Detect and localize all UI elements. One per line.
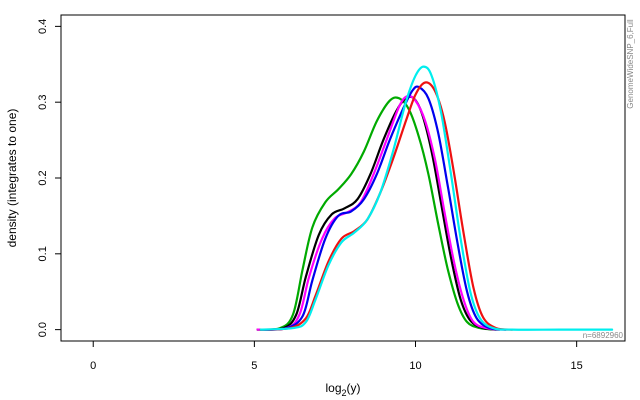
plot-frame	[60, 14, 626, 342]
density-curve-4	[259, 81, 514, 331]
x-tick-label-0: 0	[90, 360, 96, 372]
y-tick-label-4: 0.4	[37, 19, 49, 34]
y-tick-label-3: 0.3	[37, 95, 49, 110]
y-axis: 0.0 0.1 0.2 0.3 0.4	[37, 19, 61, 337]
x-tick-label-2: 10	[409, 360, 421, 372]
x-axis-label-subscript: 2	[342, 388, 347, 398]
x-axis-label-argument: (y)	[347, 381, 361, 395]
y-tick-label-2: 0.2	[37, 170, 49, 185]
y-axis-label: density (integrates to one)	[5, 109, 19, 248]
x-axis-label-base: log	[325, 381, 341, 395]
y-tick-label-1: 0.1	[37, 246, 49, 261]
x-tick-label-1: 5	[251, 360, 257, 372]
y-tick-label-0: 0.0	[37, 322, 49, 337]
x-tick-label-3: 15	[571, 360, 583, 372]
x-axis: 0 5 10 15	[90, 341, 583, 372]
density-curve-2	[256, 94, 501, 331]
density-curve-0	[256, 96, 498, 331]
n-label: n=6892960	[583, 331, 624, 340]
x-axis-label: log2(y)	[325, 381, 360, 398]
density-curve-5	[259, 65, 614, 331]
series-layer	[256, 65, 614, 331]
side-label: GenomeWideSNP_6,Full	[626, 19, 635, 109]
